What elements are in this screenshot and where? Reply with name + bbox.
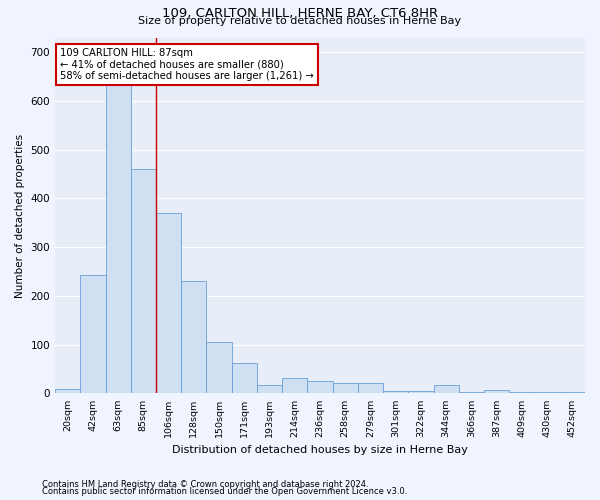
Bar — [509, 392, 535, 394]
Bar — [80, 276, 106, 394]
Bar — [459, 392, 484, 394]
Bar — [383, 392, 409, 394]
Text: 109, CARLTON HILL, HERNE BAY, CT6 8HR: 109, CARLTON HILL, HERNE BAY, CT6 8HR — [162, 8, 438, 20]
Bar — [156, 213, 181, 394]
Text: 109 CARLTON HILL: 87sqm
← 41% of detached houses are smaller (880)
58% of semi-d: 109 CARLTON HILL: 87sqm ← 41% of detache… — [61, 48, 314, 82]
Bar — [409, 392, 434, 394]
Bar — [181, 282, 206, 394]
Bar — [560, 392, 585, 394]
X-axis label: Distribution of detached houses by size in Herne Bay: Distribution of detached houses by size … — [172, 445, 468, 455]
Bar — [484, 390, 509, 394]
Text: Contains HM Land Registry data © Crown copyright and database right 2024.: Contains HM Land Registry data © Crown c… — [42, 480, 368, 489]
Bar — [232, 362, 257, 394]
Text: Size of property relative to detached houses in Herne Bay: Size of property relative to detached ho… — [139, 16, 461, 26]
Bar — [131, 169, 156, 394]
Bar — [282, 378, 307, 394]
Bar — [307, 381, 332, 394]
Bar — [332, 382, 358, 394]
Text: Contains public sector information licensed under the Open Government Licence v3: Contains public sector information licen… — [42, 487, 407, 496]
Bar — [358, 382, 383, 394]
Bar — [434, 384, 459, 394]
Bar — [106, 76, 131, 394]
Bar — [55, 388, 80, 394]
Y-axis label: Number of detached properties: Number of detached properties — [15, 134, 25, 298]
Bar — [535, 392, 560, 394]
Bar — [257, 384, 282, 394]
Bar — [206, 342, 232, 394]
